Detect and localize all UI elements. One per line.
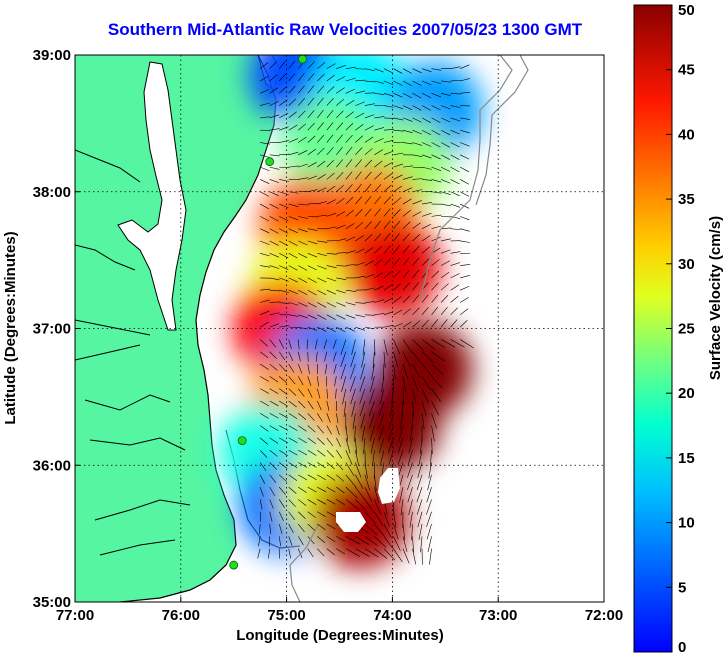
lon-tick-label: 72:00 [585,607,623,624]
y-axis-label: Latitude (Degrees:Minutes) [2,231,19,424]
lon-tick-label: 75:00 [267,607,305,624]
colorbar-tick-label: 20 [678,385,695,402]
colorbar-tick-label: 15 [678,450,695,467]
colorbar-tick-label: 10 [678,515,695,532]
radar-station-marker [230,561,238,569]
colorbar-tick-label: 25 [678,321,695,338]
colorbar-tick-label: 35 [678,191,695,208]
lon-tick-label: 76:00 [162,607,200,624]
lat-tick-label: 39:00 [33,47,71,64]
field-patch [376,322,472,418]
colorbar-tick-label: 45 [678,62,695,79]
lat-tick-label: 37:00 [33,321,71,338]
x-axis-label: Longitude (Degrees:Minutes) [236,627,444,644]
map-title: Southern Mid-Atlantic Raw Velocities 200… [60,20,630,40]
radar-station-marker [298,55,306,63]
colorbar-label: Surface Velocity (cm/s) [707,216,724,380]
colorbar-tick-label: 30 [678,256,695,273]
colorbar-tick-label: 50 [678,2,695,19]
radar-station-marker [238,437,246,445]
lat-tick-label: 36:00 [33,457,71,474]
lon-tick-label: 73:00 [479,607,517,624]
colorbar-tick-label: 5 [678,579,686,596]
colorbar-tick-label: 40 [678,126,695,143]
colorbar-tick-label: 0 [678,639,686,656]
lon-tick-label: 74:00 [373,607,411,624]
lat-tick-label: 35:00 [33,594,71,611]
radar-station-marker [266,158,274,166]
lat-tick-label: 38:00 [33,184,71,201]
